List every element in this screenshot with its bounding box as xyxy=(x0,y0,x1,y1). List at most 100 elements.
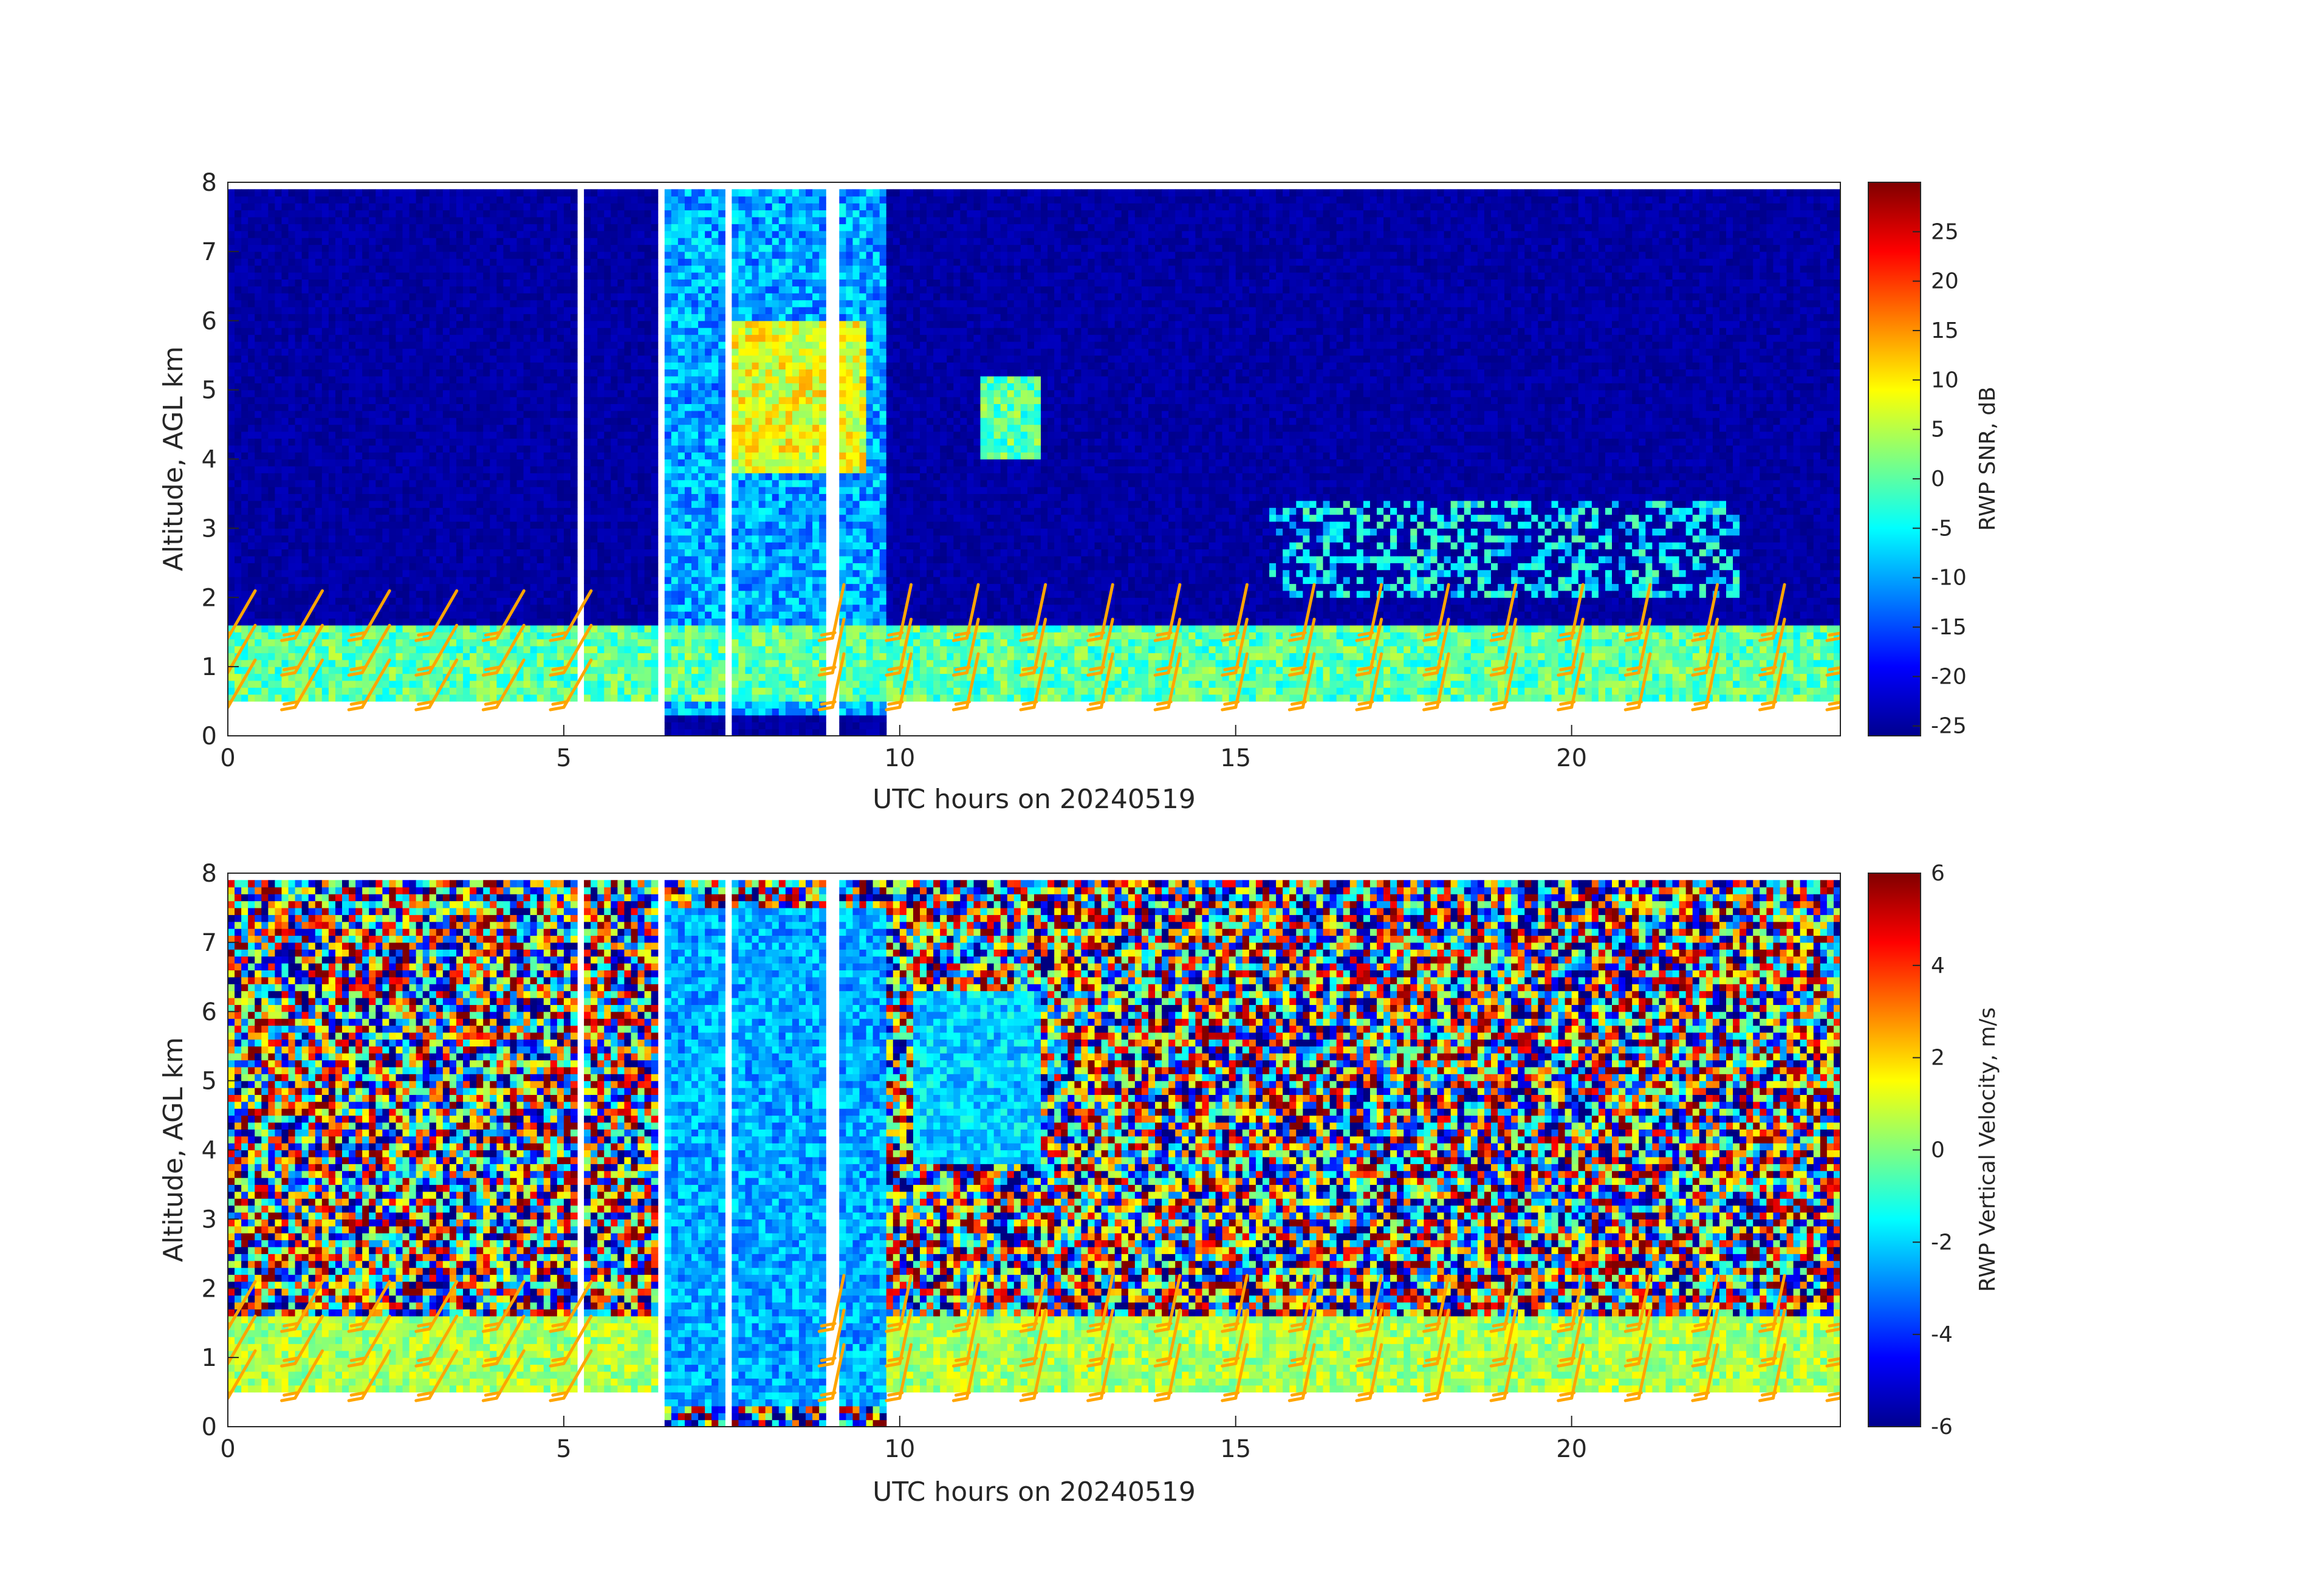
heatmap-cell xyxy=(651,410,659,418)
heatmap-cell xyxy=(355,667,363,674)
heatmap-cell xyxy=(442,632,450,640)
heatmap-cell xyxy=(624,403,632,411)
heatmap-cell xyxy=(301,293,309,301)
heatmap-cell xyxy=(268,224,276,232)
heatmap-cell xyxy=(483,210,490,218)
heatmap-cell xyxy=(523,189,531,197)
heatmap-cell xyxy=(530,238,538,245)
heatmap-cell xyxy=(530,334,538,342)
heatmap-cell xyxy=(349,604,356,612)
heatmap-cell xyxy=(335,355,343,363)
heatmap-cell xyxy=(255,459,262,467)
heatmap-cell xyxy=(355,452,363,460)
heatmap-cell xyxy=(503,445,511,453)
heatmap-cell xyxy=(671,459,679,467)
heatmap-cell xyxy=(335,500,343,508)
heatmap-cell xyxy=(442,549,450,557)
heatmap-cell xyxy=(543,189,551,197)
heatmap-cell xyxy=(402,618,410,626)
heatmap-cell xyxy=(510,189,518,197)
heatmap-cell xyxy=(382,618,389,626)
heatmap-cell xyxy=(349,507,356,515)
heatmap-cell xyxy=(442,653,450,660)
heatmap-cell xyxy=(684,389,692,397)
heatmap-cell xyxy=(295,645,303,653)
heatmap-cell xyxy=(422,487,430,495)
heatmap-cell xyxy=(268,383,276,391)
heatmap-cell xyxy=(510,459,518,467)
heatmap-cell xyxy=(308,320,316,328)
heatmap-cell xyxy=(456,224,464,232)
heatmap-cell xyxy=(456,348,464,356)
heatmap-cell xyxy=(241,563,249,571)
heatmap-cell xyxy=(241,431,249,439)
heatmap-cell xyxy=(268,604,276,612)
heatmap-cell xyxy=(416,279,423,287)
heatmap-cell xyxy=(355,687,363,695)
heatmap-cell xyxy=(543,535,551,543)
heatmap-cell xyxy=(503,479,511,487)
heatmap-cell xyxy=(416,314,423,321)
heatmap-cell xyxy=(382,563,389,571)
heatmap-cell xyxy=(389,673,397,681)
heatmap-cell xyxy=(255,514,262,522)
heatmap-cell xyxy=(295,403,303,411)
heatmap-cell xyxy=(349,577,356,585)
heatmap-cell xyxy=(470,535,477,543)
heatmap-cell xyxy=(409,569,417,577)
heatmap-cell xyxy=(301,680,309,688)
heatmap-cell xyxy=(563,265,571,273)
heatmap-cell xyxy=(308,272,316,280)
heatmap-cell xyxy=(429,438,437,446)
heatmap-cell xyxy=(557,389,564,397)
heatmap-cell xyxy=(584,279,591,287)
heatmap-cell xyxy=(422,493,430,501)
heatmap-cell xyxy=(490,196,497,204)
heatmap-cell xyxy=(483,438,490,446)
heatmap-cell xyxy=(624,230,632,238)
heatmap-cell xyxy=(436,293,444,301)
heatmap-cell xyxy=(281,555,289,563)
heatmap-cell xyxy=(463,659,470,667)
heatmap-cell xyxy=(570,369,578,377)
heatmap-cell xyxy=(281,189,289,197)
heatmap-cell xyxy=(570,279,578,287)
heatmap-cell xyxy=(624,673,632,681)
heatmap-cell xyxy=(536,355,544,363)
heatmap-cell xyxy=(570,528,578,536)
heatmap-cell xyxy=(288,493,296,501)
heatmap-cell xyxy=(496,583,504,591)
heatmap-cell xyxy=(597,328,605,335)
heatmap-cell xyxy=(557,431,564,439)
heatmap-cell xyxy=(436,397,444,404)
heatmap-cell xyxy=(416,376,423,383)
heatmap-cell xyxy=(321,604,329,612)
heatmap-cell xyxy=(362,680,369,688)
heatmap-cell xyxy=(301,659,309,667)
heatmap-cell xyxy=(597,251,605,259)
heatmap-cell xyxy=(604,445,611,453)
heatmap-cell xyxy=(362,348,369,356)
heatmap-cell xyxy=(604,535,611,543)
heatmap-cell xyxy=(523,459,531,467)
heatmap-cell xyxy=(362,459,369,467)
heatmap-cell xyxy=(671,645,679,653)
heatmap-cell xyxy=(362,328,369,335)
heatmap-cell xyxy=(275,473,283,481)
heatmap-cell xyxy=(295,459,303,467)
heatmap-cell xyxy=(651,424,659,432)
heatmap-cell xyxy=(241,555,249,563)
heatmap-cell xyxy=(664,314,672,321)
heatmap-cell xyxy=(355,473,363,481)
heatmap-cell xyxy=(335,196,343,204)
heatmap-cell xyxy=(442,694,450,702)
heatmap-cell xyxy=(503,362,511,370)
heatmap-cell xyxy=(557,452,564,460)
heatmap-cell xyxy=(563,328,571,335)
heatmap-cell xyxy=(362,189,369,197)
heatmap-cell xyxy=(422,383,430,391)
heatmap-cell xyxy=(483,431,490,439)
heatmap-cell xyxy=(631,216,639,224)
heatmap-cell xyxy=(604,563,611,571)
heatmap-cell xyxy=(677,487,685,495)
